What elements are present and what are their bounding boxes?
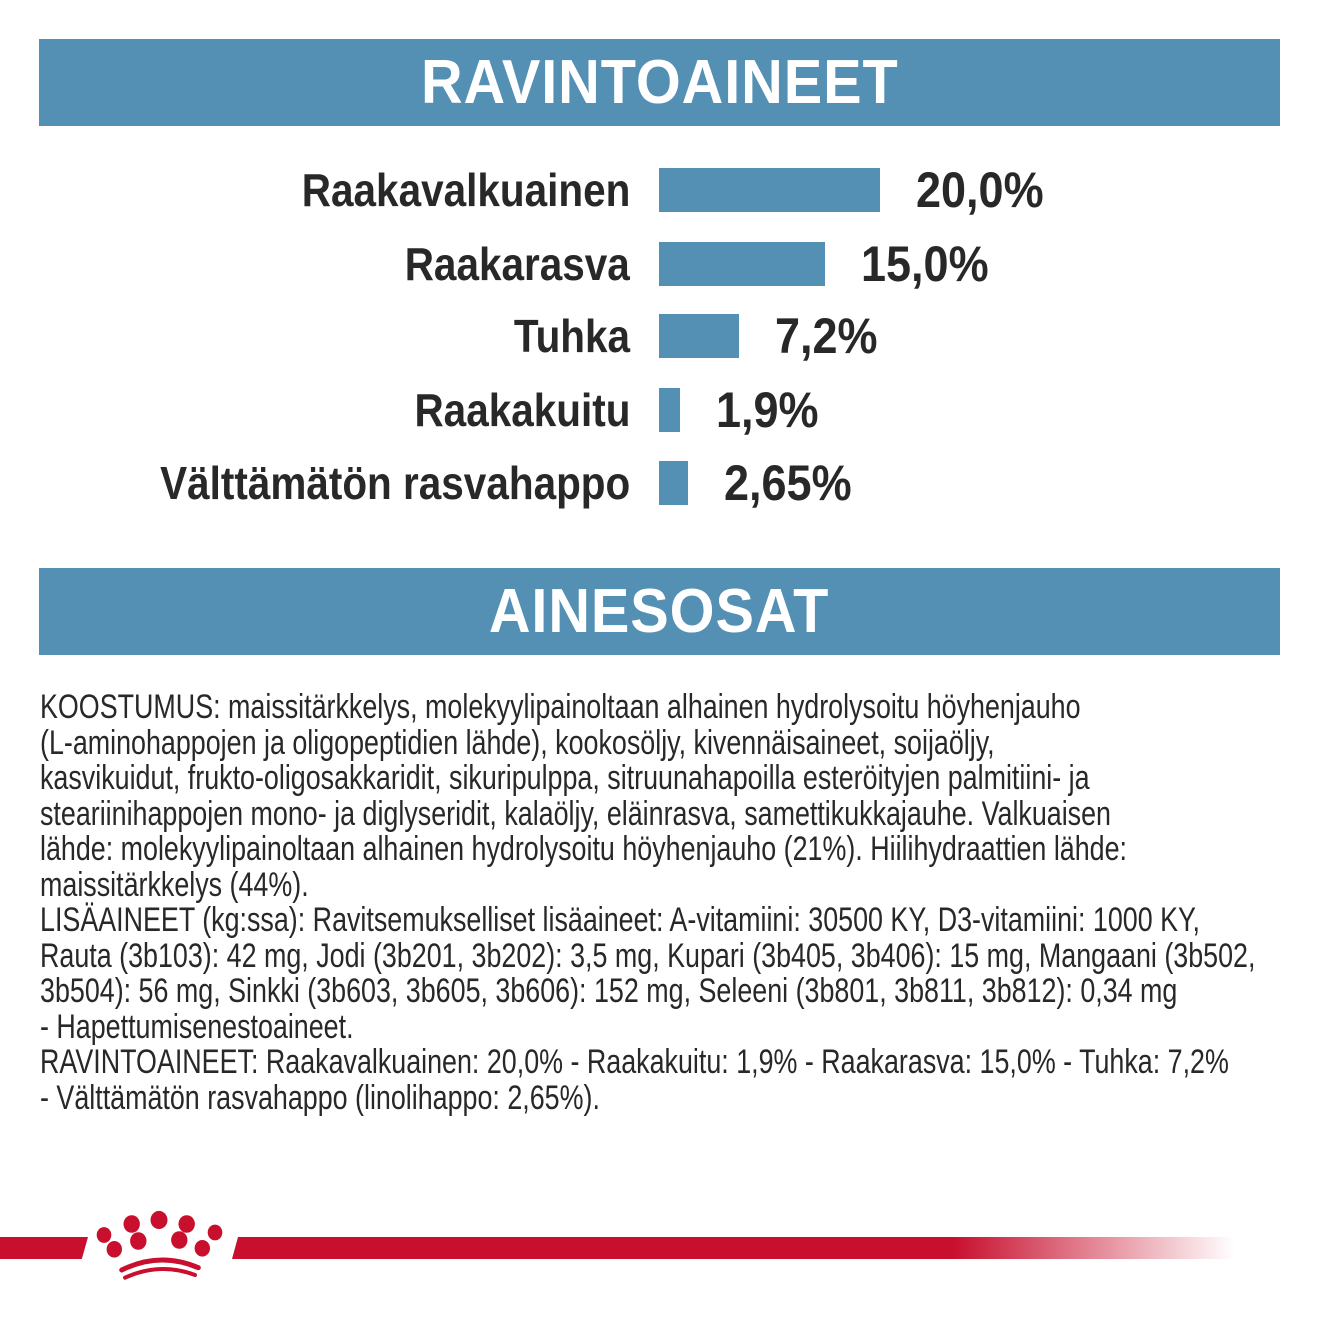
composition-paragraph: KOOSTUMUS: maissitärkkelys, molekyylipai…: [40, 688, 1128, 904]
nutrient-label: Välttämätön rasvahappo: [159, 457, 630, 509]
nutrient-bar: [659, 314, 739, 358]
royal-canin-crown-icon: [96, 1210, 223, 1280]
nutrient-bar: [659, 242, 825, 286]
nutrient-value: 15,0%: [861, 236, 989, 292]
analytical-constituents-paragraph: RAVINTOAINEET: Raakavalkuainen: 20,0% - …: [40, 1043, 1229, 1117]
nutrient-value: 1,9%: [716, 382, 819, 438]
nutrient-bar: [659, 388, 680, 432]
nutrients-header: RAVINTOAINEET: [39, 39, 1280, 126]
nutrient-label: Raakakuitu: [414, 384, 630, 436]
nutrient-label: Raakavalkuainen: [301, 164, 630, 216]
nutrient-bar: [659, 461, 688, 505]
chart-row: Tuhka 7,2%: [0, 308, 1320, 364]
chart-row: Raakavalkuainen 20,0%: [0, 162, 1320, 218]
nutrient-label: Tuhka: [513, 310, 630, 362]
nutrients-chart: Raakavalkuainen 20,0% Raakarasva 15,0% T…: [0, 0, 1320, 540]
nutrients-header-title: RAVINTOAINEET: [420, 48, 899, 117]
chart-row: Välttämätön rasvahappo 2,65%: [0, 455, 1320, 511]
chart-row: Raakarasva 15,0%: [0, 236, 1320, 292]
chart-row: Raakakuitu 1,9%: [0, 382, 1320, 438]
nutrient-value: 7,2%: [775, 308, 878, 364]
footer-ribbon-left: [0, 1237, 88, 1259]
nutrient-label: Raakarasva: [404, 238, 630, 290]
additives-paragraph: LISÄAINEET (kg:ssa): Ravitsemukselliset …: [40, 901, 1256, 1046]
nutrient-value: 2,65%: [724, 455, 852, 511]
footer-ribbon-right: [232, 1237, 1235, 1259]
ingredients-header: AINESOSAT: [39, 568, 1280, 655]
nutrient-value: 20,0%: [916, 162, 1044, 218]
ingredients-header-title: AINESOSAT: [489, 577, 830, 646]
ingredients-text: KOOSTUMUS: maissitärkkelys, molekyylipai…: [40, 688, 1288, 1117]
nutrient-bar: [659, 168, 880, 212]
